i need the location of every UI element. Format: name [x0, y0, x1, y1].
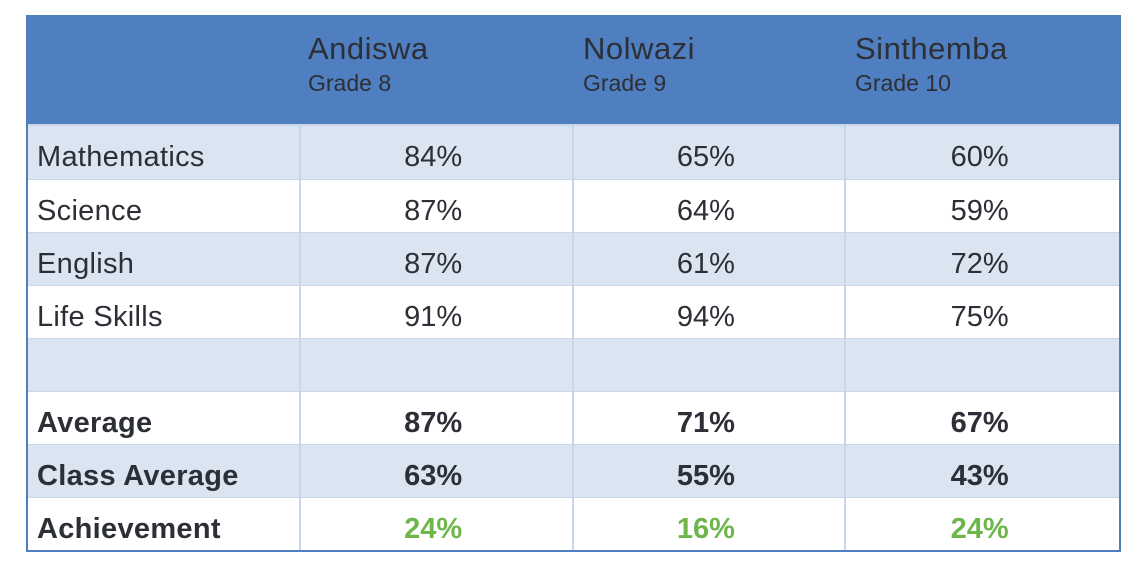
- row-label: Science: [37, 194, 143, 227]
- row-label: English: [37, 247, 135, 280]
- row-label: Class Average: [37, 459, 239, 492]
- table-cell: 67%: [844, 392, 1119, 444]
- table-cell: 91%: [298, 286, 572, 338]
- table-cell: 63%: [298, 445, 572, 497]
- grades-table: Andiswa Grade 8 Nolwazi Grade 9 Sinthemb…: [26, 15, 1121, 552]
- table-cell: 87%: [298, 392, 572, 444]
- column-header-sinthemba: Sinthemba Grade 10: [855, 31, 1008, 97]
- table-row-achievement: Achievement 24% 16% 24%: [28, 497, 1119, 550]
- student-name: Andiswa: [308, 31, 429, 66]
- table-cell: 94%: [571, 286, 845, 338]
- row-label: Mathematics: [37, 141, 205, 173]
- table-cell: 59%: [844, 180, 1119, 232]
- table-cell: 87%: [298, 233, 572, 285]
- table-cell: 71%: [571, 392, 845, 444]
- table-cell: [298, 339, 572, 391]
- row-label: Life Skills: [37, 300, 163, 333]
- table-cell: [844, 339, 1119, 391]
- table-row-life-skills: Life Skills 91% 94% 75%: [28, 285, 1119, 338]
- table-cell: 72%: [844, 233, 1119, 285]
- table-cell: 65%: [571, 126, 845, 179]
- table-row-english: English 87% 61% 72%: [28, 232, 1119, 285]
- table-cell: 16%: [571, 498, 845, 550]
- student-grade: Grade 10: [855, 70, 951, 96]
- table-cell: 75%: [844, 286, 1119, 338]
- table-row-spacer: [28, 338, 1119, 391]
- table-body: Mathematics 84% 65% 60% Science 87% 64% …: [28, 126, 1119, 550]
- table-cell: 60%: [844, 126, 1119, 179]
- table-cell: 84%: [298, 126, 572, 179]
- column-header-nolwazi: Nolwazi Grade 9: [583, 31, 695, 97]
- table-cell: 43%: [844, 445, 1119, 497]
- student-grade: Grade 9: [583, 70, 667, 96]
- table-cell: 64%: [571, 180, 845, 232]
- column-header-andiswa: Andiswa Grade 8: [308, 31, 429, 97]
- table-cell: 87%: [298, 180, 572, 232]
- table-row-average: Average 87% 71% 67%: [28, 391, 1119, 444]
- student-name: Sinthemba: [855, 31, 1008, 66]
- table-cell: 55%: [571, 445, 845, 497]
- row-label: [28, 339, 299, 391]
- table-cell: 24%: [844, 498, 1119, 550]
- table-cell: 61%: [571, 233, 845, 285]
- table-cell: [571, 339, 845, 391]
- table-row-science: Science 87% 64% 59%: [28, 179, 1119, 232]
- table-row-mathematics: Mathematics 84% 65% 60%: [28, 126, 1119, 179]
- table-row-class-average: Class Average 63% 55% 43%: [28, 444, 1119, 497]
- table-header: Andiswa Grade 8 Nolwazi Grade 9 Sinthemb…: [28, 17, 1119, 126]
- student-grade: Grade 8: [308, 70, 392, 96]
- row-label: Average: [37, 406, 153, 439]
- student-name: Nolwazi: [583, 31, 696, 66]
- table-cell: 24%: [298, 498, 572, 550]
- row-label: Achievement: [37, 512, 221, 545]
